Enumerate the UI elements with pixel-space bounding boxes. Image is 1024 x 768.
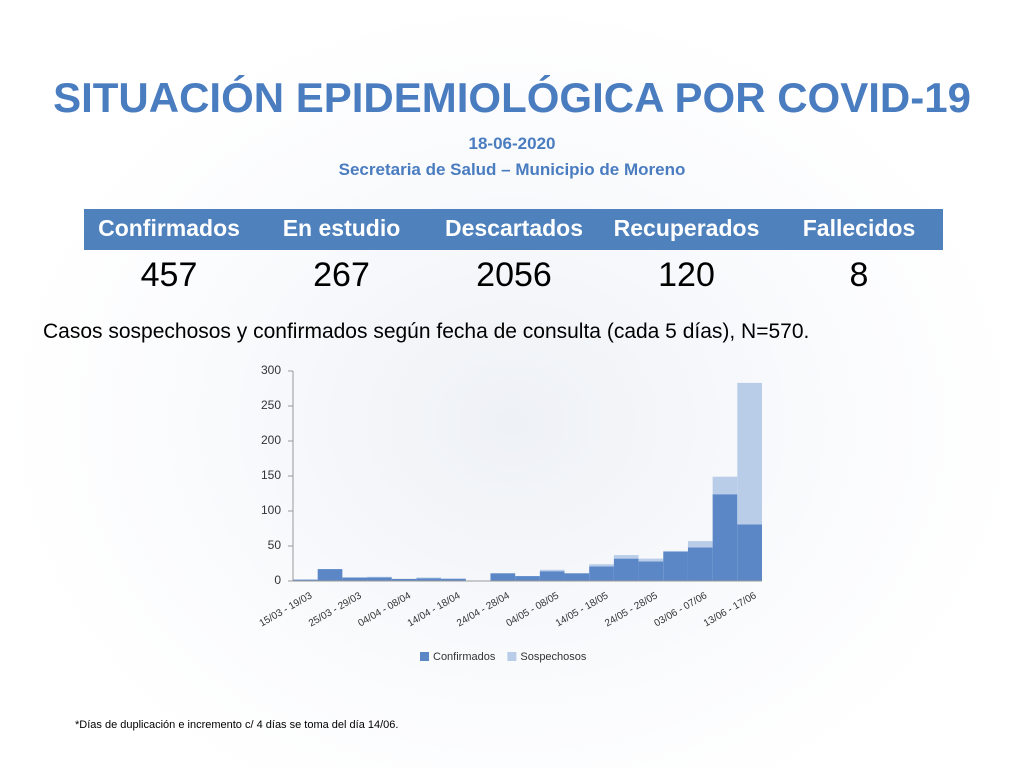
bar xyxy=(712,476,738,495)
bar xyxy=(589,564,614,567)
bar xyxy=(663,551,688,581)
x-tick-label: 25/03 - 29/03 xyxy=(307,590,364,629)
legend-swatch xyxy=(507,652,517,661)
bar xyxy=(441,578,466,579)
x-tick-label: 13/06 - 17/06 xyxy=(702,590,759,629)
stat-label: En estudio xyxy=(282,215,401,241)
bar xyxy=(712,494,738,581)
y-tick-label: 100 xyxy=(261,503,281,517)
stat-value: 267 xyxy=(313,256,370,294)
x-tick-label: 04/05 - 08/05 xyxy=(504,590,561,629)
legend-label: Confirmados xyxy=(433,651,496,663)
legend-swatch xyxy=(420,652,429,661)
bar xyxy=(539,571,565,581)
title: SITUACIÓN EPIDEMIOLÓGICA POR COVID-19 xyxy=(53,74,971,121)
x-tick-label: 04/04 - 08/04 xyxy=(356,590,413,629)
stat-label: Recuperados xyxy=(613,215,760,241)
bar xyxy=(416,577,442,579)
bar xyxy=(687,541,713,548)
x-tick-label: 14/05 - 18/05 xyxy=(554,590,611,629)
bar xyxy=(490,573,516,581)
footnote: *Días de duplicación e incremento c/ 4 d… xyxy=(75,719,399,731)
bar xyxy=(391,578,417,581)
stat-value: 2056 xyxy=(476,256,552,294)
y-tick-label: 150 xyxy=(261,468,281,482)
bar xyxy=(589,566,614,581)
bar xyxy=(687,547,713,581)
bar xyxy=(737,382,762,525)
x-tick-label: 24/05 - 28/05 xyxy=(603,590,660,629)
stat-value: 120 xyxy=(658,256,715,294)
bar xyxy=(564,573,590,581)
bar xyxy=(737,524,762,581)
y-tick-label: 50 xyxy=(268,538,282,552)
y-tick-label: 200 xyxy=(261,433,281,447)
stat-label: Confirmados xyxy=(98,215,240,241)
x-tick-label: 15/03 - 19/03 xyxy=(258,590,315,629)
y-tick-label: 250 xyxy=(261,398,281,412)
bar xyxy=(317,569,343,581)
bar xyxy=(441,578,466,581)
bar xyxy=(613,555,639,559)
bar xyxy=(367,576,392,578)
y-tick-label: 300 xyxy=(261,363,281,377)
stats-band xyxy=(84,209,943,250)
bar xyxy=(416,578,442,581)
x-tick-label: 03/06 - 07/06 xyxy=(653,590,710,629)
bar xyxy=(539,569,565,572)
bar xyxy=(613,558,639,581)
bar xyxy=(638,558,664,562)
stat-value: 457 xyxy=(140,256,198,294)
caption: Casos sospechosos y confirmados según fe… xyxy=(43,320,810,343)
date: 18-06-2020 xyxy=(468,134,556,153)
y-tick-label: 0 xyxy=(274,573,281,587)
stat-label: Descartados xyxy=(444,215,584,241)
bar xyxy=(663,550,688,552)
bar xyxy=(638,561,664,581)
bar xyxy=(515,576,540,581)
stat-label: Fallecidos xyxy=(802,215,916,241)
x-tick-label: 24/04 - 28/04 xyxy=(455,590,512,629)
bar xyxy=(293,579,318,581)
source: Secretaria de Salud – Municipio de Moren… xyxy=(338,160,686,179)
legend-label: Sospechosos xyxy=(520,651,587,663)
x-tick-label: 14/04 - 18/04 xyxy=(406,590,463,629)
bar xyxy=(367,577,392,581)
bar xyxy=(342,577,368,581)
stat-value: 8 xyxy=(849,256,869,294)
